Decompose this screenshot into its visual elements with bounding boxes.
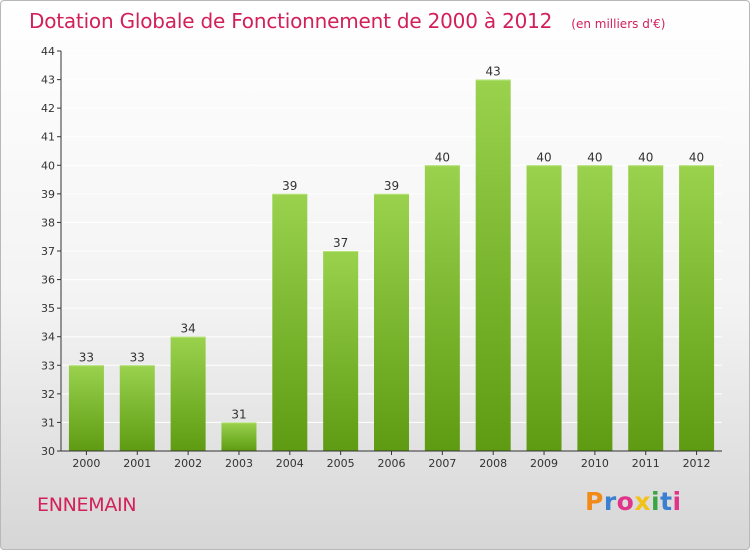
- x-tick-label: 2009: [530, 457, 558, 470]
- y-tick-label: 39: [41, 188, 55, 201]
- bar: [577, 165, 613, 452]
- data-label: 40: [435, 150, 450, 164]
- y-tick-label: 32: [41, 388, 55, 401]
- x-tick-label: 2003: [225, 457, 253, 470]
- chart-title: Dotation Globale de Fonctionnement de 20…: [29, 9, 553, 33]
- data-label: 34: [180, 322, 195, 336]
- logo-letter: x: [634, 487, 651, 516]
- bar: [221, 422, 257, 451]
- logo-letter: r: [603, 487, 617, 516]
- bar: [628, 165, 664, 452]
- x-tick-label: 2005: [327, 457, 355, 470]
- title-row: Dotation Globale de Fonctionnement de 20…: [29, 9, 665, 33]
- x-tick-label: 2001: [123, 457, 151, 470]
- x-tick-label: 2006: [378, 457, 406, 470]
- x-tick-label: 2000: [72, 457, 100, 470]
- y-tick-label: 41: [41, 131, 55, 144]
- proxiti-logo[interactable]: Proxiti: [585, 487, 682, 516]
- bar: [526, 165, 562, 452]
- y-tick-label: 38: [41, 216, 55, 229]
- commune-name: ENNEMAIN: [37, 494, 137, 516]
- bar: [424, 165, 460, 452]
- x-tick-label: 2011: [632, 457, 660, 470]
- x-tick-label: 2007: [428, 457, 456, 470]
- y-tick-label: 30: [41, 445, 55, 458]
- x-tick-label: 2012: [683, 457, 711, 470]
- data-label: 31: [231, 407, 246, 421]
- y-tick-label: 44: [41, 45, 55, 58]
- data-label: 39: [282, 179, 297, 193]
- logo-letter: t: [660, 487, 673, 516]
- y-tick-label: 43: [41, 74, 55, 87]
- data-label: 33: [79, 350, 94, 364]
- bar: [679, 165, 715, 452]
- y-tick-label: 37: [41, 245, 55, 258]
- data-label: 37: [333, 236, 348, 250]
- y-tick-label: 31: [41, 416, 55, 429]
- y-tick-label: 35: [41, 302, 55, 315]
- logo-letter: o: [616, 487, 635, 516]
- y-tick-label: 34: [41, 331, 55, 344]
- bar: [323, 251, 359, 451]
- data-label: 40: [587, 150, 602, 164]
- chart-subtitle: (en milliers d'€): [571, 17, 666, 31]
- data-label: 43: [486, 65, 501, 79]
- y-tick-label: 42: [41, 102, 55, 115]
- logo-letter: i: [651, 487, 661, 516]
- data-label: 40: [536, 150, 551, 164]
- logo-letter: i: [672, 487, 682, 516]
- data-label: 40: [689, 150, 704, 164]
- bar: [68, 365, 104, 451]
- bar: [170, 336, 206, 451]
- x-tick-label: 2010: [581, 457, 609, 470]
- y-tick-label: 33: [41, 359, 55, 372]
- bar: [374, 193, 409, 451]
- x-tick-label: 2002: [174, 457, 202, 470]
- y-tick-label: 36: [41, 274, 55, 287]
- x-tick-label: 2004: [276, 457, 304, 470]
- bar: [475, 79, 511, 452]
- x-tick-label: 2008: [479, 457, 507, 470]
- data-label: 33: [130, 350, 145, 364]
- y-tick-label: 40: [41, 159, 55, 172]
- bar: [119, 365, 155, 451]
- data-label: 40: [638, 150, 653, 164]
- bar: [272, 193, 308, 451]
- logo-letter: P: [585, 487, 604, 516]
- data-label: 39: [384, 179, 399, 193]
